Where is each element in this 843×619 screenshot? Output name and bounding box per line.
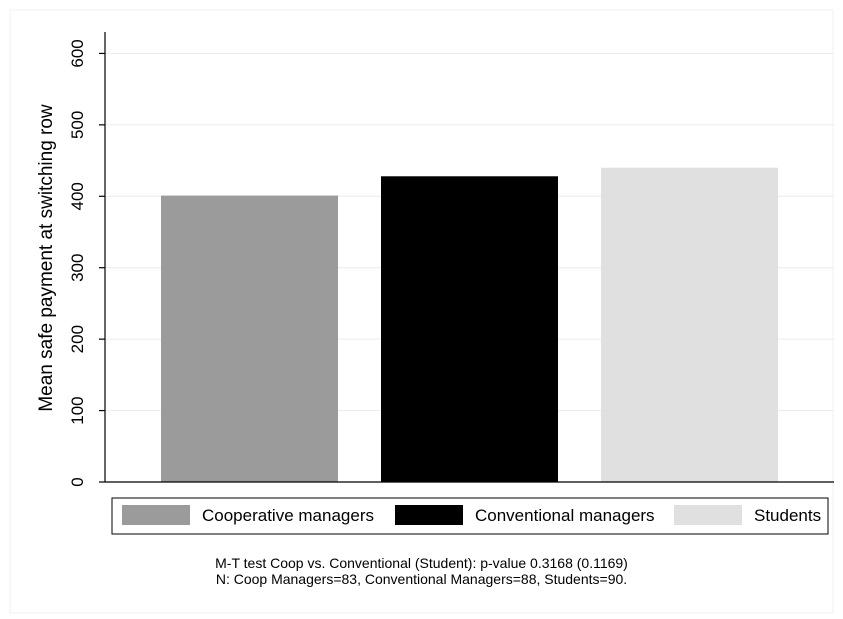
legend-swatch (122, 505, 190, 525)
y-tick-label: 500 (68, 111, 87, 139)
legend-label: Conventional managers (475, 506, 655, 525)
bars (161, 167, 778, 483)
y-axis-label: Mean safe payment at switching row (36, 104, 57, 412)
legend-label: Students (754, 506, 821, 525)
legend-swatch (674, 505, 742, 525)
y-ticks: 0 100 200 300 400 500 600 (68, 39, 105, 487)
legend-swatch (395, 505, 463, 525)
y-tick-label: 100 (68, 396, 87, 424)
y-tick-label: 400 (68, 182, 87, 210)
y-tick-label: 600 (68, 39, 87, 67)
y-tick-label: 300 (68, 254, 87, 282)
y-tick-label: 0 (68, 477, 87, 486)
legend-label: Cooperative managers (202, 506, 374, 525)
y-tick-label: 200 (68, 325, 87, 353)
bar (381, 176, 558, 483)
note-line-2: N: Coop Managers=83, Conventional Manage… (215, 571, 628, 587)
bar (601, 167, 778, 482)
note-line-1: M-T test Coop vs. Conventional (Student)… (215, 555, 628, 571)
legend: Cooperative managers Conventional manager… (122, 505, 821, 525)
bar (161, 195, 338, 483)
